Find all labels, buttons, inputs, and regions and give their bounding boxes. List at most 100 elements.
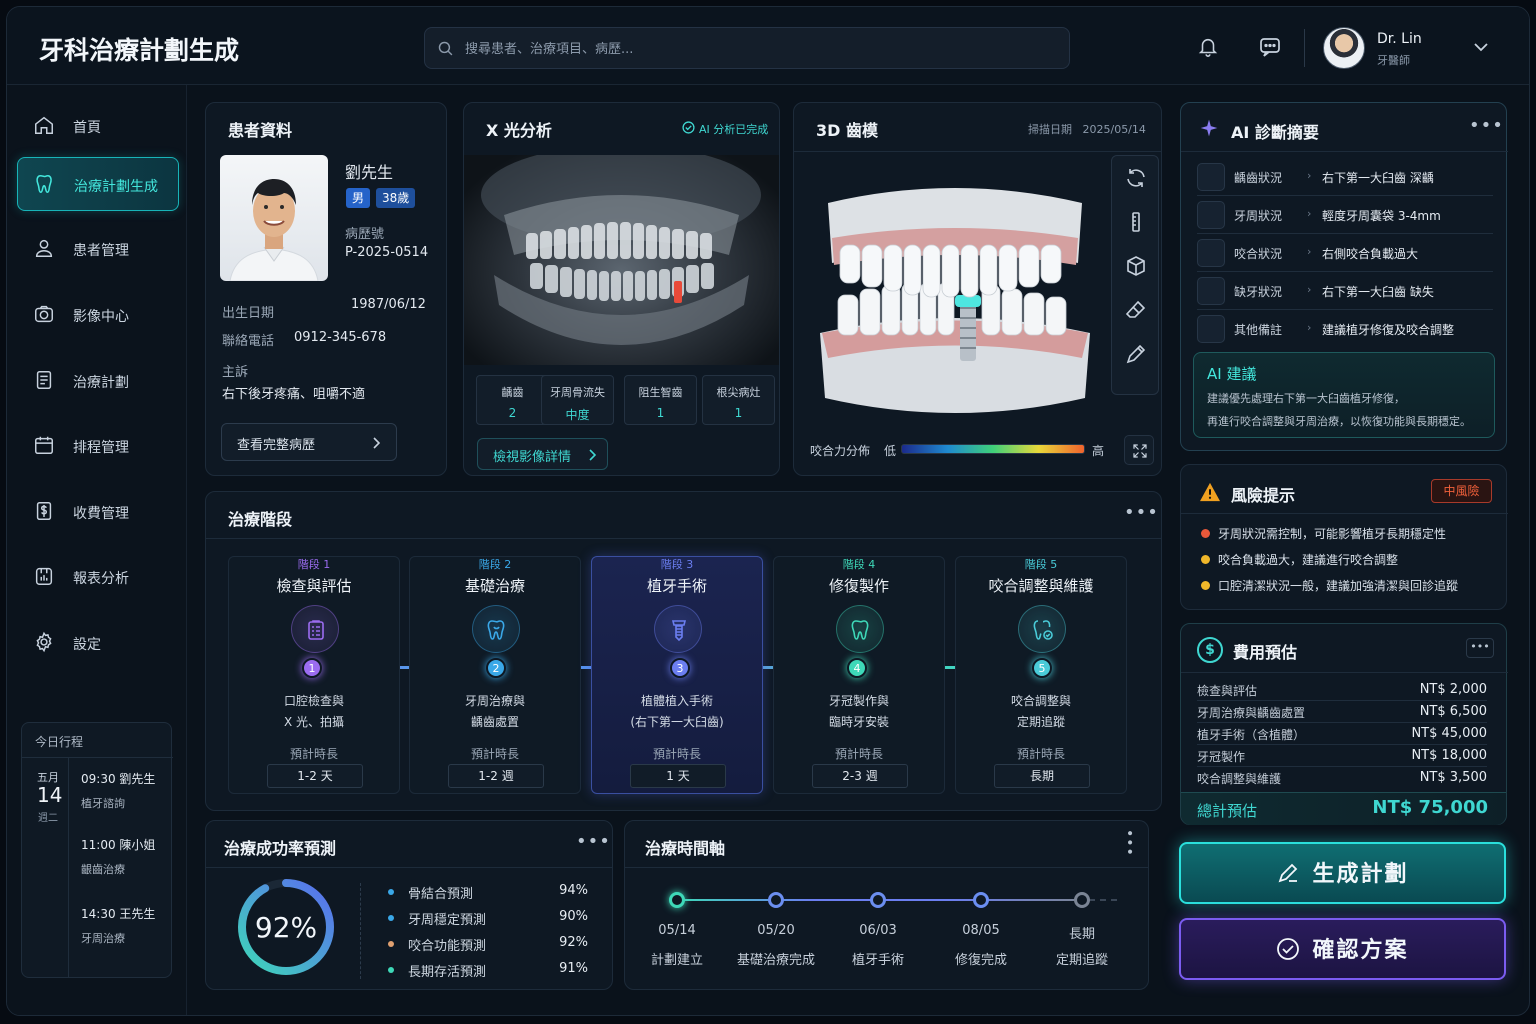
legend-dot [388,941,394,947]
panel-title: 患者資料 [228,121,293,140]
panel-title: 風險提示 [1231,486,1296,505]
timeline-line-dashed [1089,899,1117,901]
success-value: 94% [559,883,588,898]
diagnosis-row: 牙周狀況 › 輕度牙周囊袋 3-4mm [1197,196,1493,234]
schedule-event[interactable]: 14:30 王先生 牙周治療 [81,905,155,946]
divider [206,538,1161,539]
schedule-event[interactable]: 11:00 陳小姐 齦齒治療 [81,836,155,877]
more-icon[interactable]: ••• [576,831,611,852]
stage-name: 咬合調整與維護 [988,577,1094,595]
divider [206,867,612,868]
phone-label: 聯絡電話 [222,334,275,349]
timeline-dot[interactable] [1074,892,1090,908]
risk-item: 口腔清潔狀況一般，建議加強清潔與回診追蹤 [1201,577,1458,594]
stage-desc: 植體植入手術 (右下第一大臼齒) [592,691,762,733]
stat-label: 齲齒 [501,386,524,399]
success-label: 骨結合預測 [408,887,474,902]
divider [1181,513,1508,514]
force-high-label: 高 [1092,444,1105,458]
timeline-dot[interactable] [870,892,886,908]
fee-label: 檢查與評估 [1197,684,1258,698]
avatar[interactable] [1323,27,1365,69]
stat-value: 1 [656,406,665,420]
generate-plan-button[interactable]: 生成計劃 [1179,842,1506,904]
stage-name: 植牙手術 [646,577,707,595]
fullscreen-button[interactable] [1124,435,1154,465]
stage-desc-line2: 臨時牙安裝 [828,715,889,729]
view-image-button[interactable]: 檢視影像詳情 [477,438,608,470]
check-circle-icon [682,121,695,134]
total-label: 總計預估 [1197,802,1258,820]
stat-value: 1 [734,406,743,420]
timeline-dot[interactable] [768,892,784,908]
camera-icon [35,305,53,323]
duration-label: 預計時長 [289,747,338,761]
more-vertical-icon[interactable]: ••• [1121,829,1137,857]
success-label: 長期存活預測 [408,965,487,980]
fee-value: NT$ 45,000 [1411,726,1487,741]
xray-image[interactable] [464,155,779,365]
cube-icon[interactable] [1124,254,1148,278]
button-label: 生成計劃 [1312,862,1409,887]
more-icon[interactable]: ••• [1124,502,1159,523]
chevron-right-icon: › [1307,245,1312,258]
diagnosis-label: 咬合狀況 [1234,247,1283,261]
sidebar-item-plans[interactable]: 治療計劃 [17,354,179,408]
sidebar-item-patients[interactable]: 患者管理 [17,222,179,276]
timeline-date: 08/05 [962,923,1000,938]
stage-name: 檢查與評估 [276,577,352,595]
sidebar-item-reports[interactable]: 報表分析 [17,550,179,604]
success-value: 92% [559,935,588,950]
search-input[interactable] [465,38,1055,60]
3d-teeth-model[interactable] [810,183,1100,428]
sidebar-item-home[interactable]: 首頁 [17,99,179,153]
measure-icon[interactable] [1124,210,1148,234]
stage-node: 2 [486,658,506,678]
top-bar: 牙科治療計劃生成 Dr. Lin 牙醫師 [7,7,1529,85]
fee-label: 牙周治療與齲齒處置 [1197,706,1306,720]
fee-value: NT$ 2,000 [1419,682,1487,697]
user-name: Dr. Lin [1377,31,1422,47]
message-icon[interactable] [1258,35,1282,59]
xray-stat: 根尖病灶 1 [702,375,775,425]
suggestion-text: 再進行咬合調整與牙周治療，以恢復功能與長期穩定。 [1207,415,1471,428]
timeline-dot[interactable] [669,892,685,908]
panel-title: 費用預估 [1233,643,1298,662]
timeline-label: 修復完成 [954,953,1007,968]
sidebar-item-label: 排程管理 [73,440,129,456]
sidebar-item-schedule[interactable]: 排程管理 [17,419,179,473]
sidebar-item-billing[interactable]: 收費管理 [17,485,179,539]
xray-stat: 阻生智齒 1 [624,375,697,425]
risk-text: 牙周狀況需控制，可能影響植牙長期穩定性 [1218,527,1447,541]
timeline-date: 05/20 [757,923,795,938]
legend-dot [388,889,394,895]
success-prediction-panel: 治療成功率預測 ••• 92% 骨結合預測 94% 牙周穩定預測 90% 咬合功能預… [205,820,613,990]
force-gradient-bar [901,444,1085,454]
stage-node: 3 [670,658,690,678]
gum-icon [1197,201,1225,229]
sidebar-item-imaging[interactable]: 影像中心 [17,288,179,342]
sidebar-item-settings[interactable]: 設定 [17,616,179,670]
eraser-icon[interactable] [1124,298,1148,322]
pen-icon[interactable] [1124,342,1148,366]
schedule-event[interactable]: 09:30 劉先生 植牙諮詢 [81,770,155,811]
stat-label: 阻生智齒 [638,386,683,399]
timeline-dot[interactable] [973,892,989,908]
xray-stat: 齲齒 2 [476,375,549,425]
calendar-icon [35,436,53,454]
view-record-button[interactable]: 查看完整病歷 [221,423,397,461]
confirm-plan-button[interactable]: 確認方案 [1179,918,1506,980]
sidebar: 首頁 治療計劃生成 患者管理 影像中心 治療計劃 排程管理 收費管理 報表分析 [7,85,187,1015]
duration-label: 預計時長 [1016,747,1065,761]
more-icon[interactable]: ••• [1466,638,1494,658]
sidebar-item-treatment-generate[interactable]: 治療計劃生成 [17,157,179,211]
clipboard-icon [308,620,324,640]
rotate-icon[interactable] [1124,166,1148,190]
more-icon[interactable]: ••• [1469,115,1504,136]
stage-label: 階段 4 [842,558,876,571]
button-label: 確認方案 [1312,938,1409,963]
chevron-down-icon[interactable] [1473,41,1489,53]
search-box[interactable] [424,27,1070,69]
gender-badge: 男 [346,188,371,208]
bell-icon[interactable] [1197,35,1219,59]
